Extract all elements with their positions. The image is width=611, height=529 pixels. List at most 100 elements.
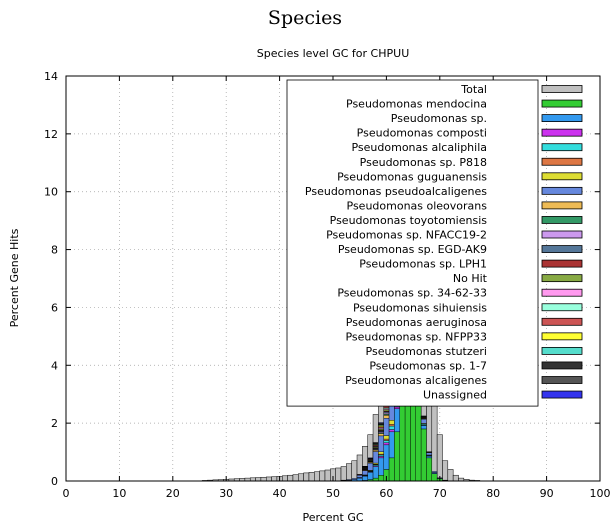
bar-segment-6 <box>426 452 432 456</box>
legend-swatch <box>541 186 583 195</box>
legend-swatch <box>541 128 583 137</box>
bar-segment-1 <box>426 455 432 459</box>
legend-label: No Hit <box>453 272 488 285</box>
x-tick-label: 30 <box>219 487 233 500</box>
bar-segment-6 <box>351 478 358 480</box>
legend-label: Pseudomonas sihuiensis <box>353 301 487 314</box>
legend-label: Pseudomonas oleovorans <box>347 199 488 212</box>
bar-segment-1 <box>394 408 400 433</box>
chart-title: Species level GC for CHPUU <box>257 47 410 60</box>
bar-total <box>452 474 459 482</box>
legend-label: Unassigned <box>423 389 487 402</box>
legend-label: Pseudomonas sp. <box>391 112 487 125</box>
bar-segment-6 <box>356 475 363 478</box>
bar-segment-1 <box>383 444 390 470</box>
x-tick-label: 50 <box>326 487 340 500</box>
legend-swatch <box>541 288 583 297</box>
bar-segment-0 <box>431 473 438 482</box>
bar-total <box>346 463 352 482</box>
page-heading: Species <box>268 7 342 29</box>
bar-segment-1 <box>378 457 384 476</box>
bar-segment-1 <box>388 431 395 459</box>
bar-segment-0 <box>420 428 427 482</box>
legend-label: Pseudomonas sp. 34-62-33 <box>337 287 487 300</box>
bar-total <box>436 434 443 482</box>
x-tick-label: 80 <box>486 487 500 500</box>
bar-total <box>303 472 310 482</box>
legend-label: Pseudomonas sp. 1-7 <box>369 359 487 372</box>
bar-total <box>255 477 262 482</box>
legend-label: Pseudomonas composti <box>357 127 487 140</box>
x-tick-label: 0 <box>63 487 70 500</box>
bar-segment-5 <box>378 451 384 455</box>
legend-label: Pseudomonas alcaliphila <box>351 141 487 154</box>
bar-segment-15 <box>383 406 390 409</box>
bar-segment-3 <box>378 454 384 457</box>
y-tick-label: 14 <box>44 70 58 83</box>
legend-box <box>286 79 539 407</box>
bar-segment-7 <box>372 449 379 452</box>
legend-swatch <box>541 317 583 326</box>
y-tick-label: 6 <box>51 301 58 314</box>
legend-swatch <box>541 332 583 341</box>
bar-segment-0 <box>415 405 422 482</box>
legend-swatch <box>541 390 583 399</box>
bar-segment-1 <box>420 425 427 430</box>
legend-label: Pseudomonas sp. NFACC19-2 <box>326 229 487 242</box>
legend-label: Pseudomonas pseudoalcaligenes <box>305 185 487 198</box>
legend-label: Pseudomonas sp. LPH1 <box>359 258 487 271</box>
y-tick-label: 8 <box>51 244 58 257</box>
y-tick-label: 0 <box>51 475 58 488</box>
legend-label: Pseudomonas stutzeri <box>366 345 487 358</box>
bar-segment-6 <box>431 471 438 473</box>
legend-swatch <box>541 114 583 122</box>
bar-segment-1 <box>367 472 374 480</box>
bar-segment-3 <box>383 440 390 444</box>
legend-swatch <box>541 361 583 370</box>
y-tick-label: 10 <box>44 186 58 199</box>
legend-label: Pseudomonas aeruginosa <box>346 316 487 329</box>
bar-segment-4 <box>383 438 390 441</box>
legend-label: Pseudomonas guguanensis <box>337 170 487 183</box>
legend-label: Pseudomonas sp. NFPP33 <box>345 330 487 343</box>
legend-swatch <box>541 85 583 93</box>
bar-total <box>442 460 449 482</box>
legend-swatch <box>541 201 583 210</box>
legend-label: Pseudomonas toyotomiensis <box>330 214 488 227</box>
bar-segment-5 <box>388 420 395 425</box>
bar-total <box>324 469 331 482</box>
bar-total <box>266 476 272 482</box>
legend-swatch <box>541 303 583 312</box>
bar-segment-6 <box>362 470 368 476</box>
x-tick-label: 70 <box>433 487 447 500</box>
bar-total <box>287 474 294 482</box>
legend-label: Total <box>460 83 487 96</box>
legend-swatch <box>541 157 583 166</box>
x-tick-label: 20 <box>166 487 180 500</box>
bar-segment-7 <box>378 433 384 437</box>
bar-total <box>282 475 288 482</box>
bar-segment-0 <box>394 431 400 482</box>
bar-segment-7 <box>383 415 390 419</box>
y-tick-label: 2 <box>51 417 58 430</box>
legend-swatch <box>541 245 583 253</box>
x-tick-label: 90 <box>540 487 554 500</box>
bar-segment-6 <box>346 479 352 481</box>
bar-segment-1 <box>372 466 379 479</box>
bar-total <box>308 472 315 482</box>
legend-label: Pseudomonas mendocina <box>346 98 487 111</box>
bar-segment-3 <box>388 425 395 430</box>
bar-segment-6 <box>420 418 427 424</box>
y-tick-label: 4 <box>51 359 58 372</box>
legend-swatch <box>541 230 583 239</box>
bar-segment-2 <box>394 406 400 409</box>
bar-segment-0 <box>426 457 432 482</box>
bar-segment-0 <box>378 475 384 482</box>
legend-swatch <box>541 274 583 283</box>
y-axis-label: Percent Gene Hits <box>8 228 21 327</box>
bar-segment-0 <box>388 457 395 482</box>
bar-segment-4 <box>388 424 395 427</box>
legend-label: Pseudomonas sp. P818 <box>360 156 487 169</box>
bar-segment-2 <box>378 456 384 459</box>
bar-segment-6 <box>367 462 374 471</box>
